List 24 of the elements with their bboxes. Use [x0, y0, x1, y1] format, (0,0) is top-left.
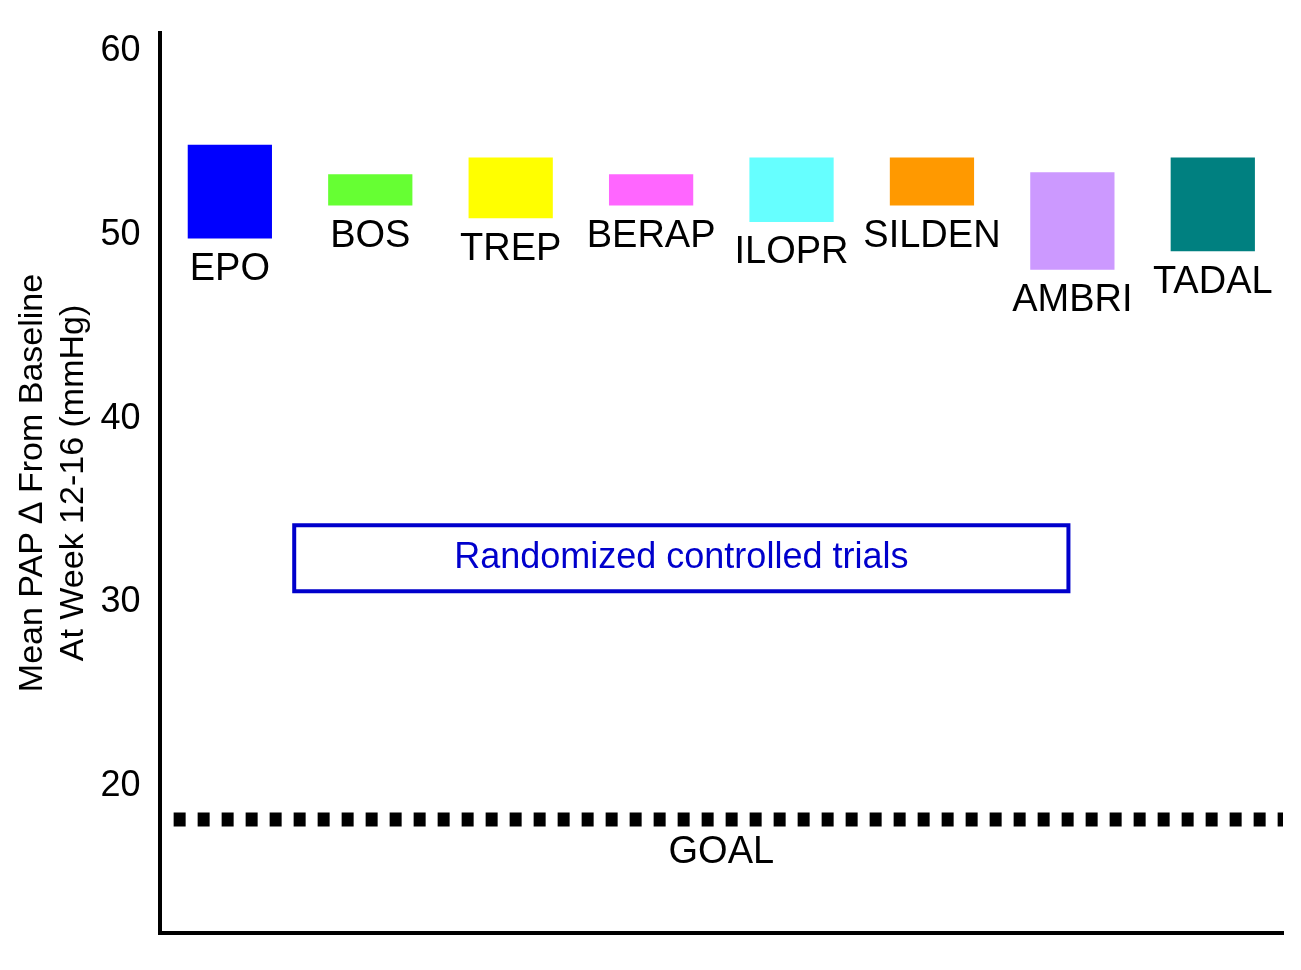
- bar: [468, 157, 553, 219]
- x-tick-label: EPO: [189, 245, 270, 288]
- annotation: Randomized controlled trials: [454, 535, 909, 577]
- bar: [1170, 157, 1255, 252]
- y-axis-title: Mean PAP ∆ From Baseline At Week 12-16 (mmHg): [10, 273, 90, 693]
- x-tick-label: ILOPR: [734, 229, 849, 272]
- x-tick-label: SILDEN: [863, 212, 1001, 255]
- x-tick-label: TREP: [460, 225, 562, 268]
- bar: [187, 144, 272, 239]
- bar: [1030, 172, 1115, 270]
- bar: [328, 174, 413, 206]
- y-tick-label: 40: [100, 395, 141, 437]
- bar: [608, 174, 694, 206]
- x-tick-label: TADAL: [1152, 258, 1273, 301]
- bar: [749, 157, 834, 222]
- bar: [889, 157, 975, 206]
- y-tick-label: 50: [100, 211, 141, 253]
- ref-line-label: GOAL: [668, 828, 775, 871]
- y-tick-label: 30: [100, 579, 141, 621]
- x-tick-label: BERAP: [586, 212, 716, 255]
- y-tick-label: 60: [100, 27, 141, 69]
- x-tick-label: AMBRI: [1012, 277, 1133, 320]
- y-tick-label: 20: [100, 763, 141, 805]
- x-tick-label: BOS: [330, 212, 411, 255]
